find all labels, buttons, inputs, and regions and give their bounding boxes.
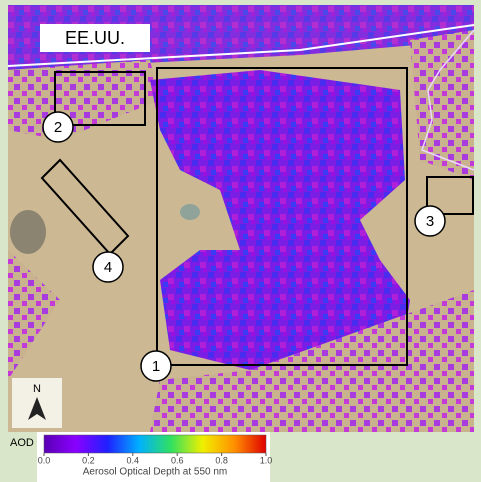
colorbar-tick-label: 0.4: [127, 455, 140, 465]
country-label-box: [40, 24, 150, 52]
state-line: [421, 29, 475, 171]
colorbar-tick-label: 0.8: [215, 455, 228, 465]
colorbar-tick-label: 0.6: [171, 455, 184, 465]
colorbar: [43, 434, 267, 454]
site-label: 4: [104, 259, 112, 276]
site-box: [40, 158, 130, 256]
site-label: 2: [54, 119, 62, 136]
site-labels: 1 2 3 4: [42, 111, 446, 382]
site-label: 1: [152, 358, 160, 375]
site-box: [156, 67, 408, 366]
colorbar-tick-label: 0.0: [38, 455, 51, 465]
dry-lake: [10, 210, 46, 254]
aerosol-patch: [150, 290, 474, 432]
lake: [180, 204, 200, 220]
compass-label: N: [33, 383, 41, 395]
site-box: [54, 71, 146, 126]
aerosol-patch: [410, 30, 474, 180]
aerosol-patch: [150, 70, 410, 370]
site-marker: [92, 251, 124, 283]
colorbar-title: Aerosol Optical Depth at 550 nm: [83, 467, 228, 478]
aerosol-patch: [8, 250, 60, 380]
colorbar-tick-label: 0.2: [82, 455, 95, 465]
site-outlines: [40, 67, 474, 366]
site-box: [426, 176, 474, 215]
border-line: [7, 24, 475, 67]
site-marker: [140, 350, 172, 382]
aerosol-patch: [8, 5, 474, 70]
compass-arrow: [28, 397, 46, 420]
site-marker: [414, 205, 446, 237]
colorbar-tick-label: 1.0: [260, 455, 273, 465]
site-marker: [42, 111, 74, 143]
country-label: EE.UU.: [65, 28, 125, 48]
site-label: 3: [426, 213, 434, 230]
colorbar-label: AOD: [10, 437, 34, 449]
